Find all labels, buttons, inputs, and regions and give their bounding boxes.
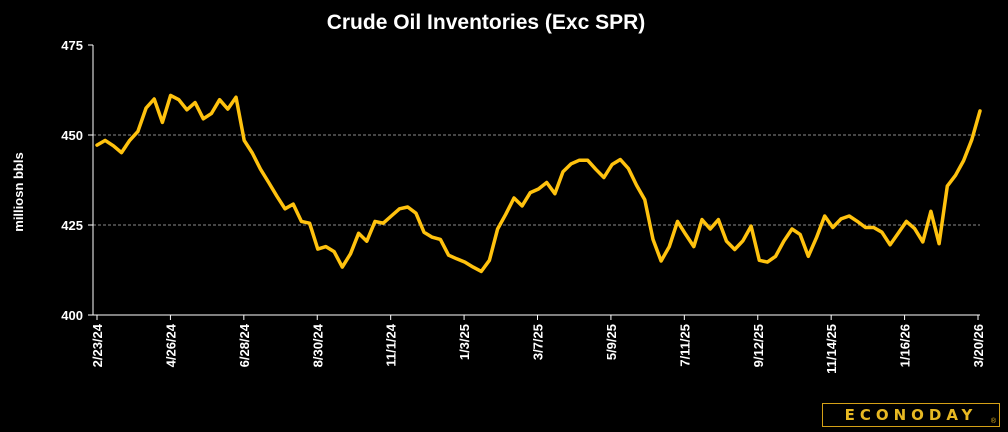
x-tick-label: 1/16/26	[898, 324, 913, 367]
x-tick-label: 9/12/25	[751, 324, 766, 367]
x-tick-label: 3/7/25	[531, 324, 546, 360]
econoday-logo: ECONODAY ®	[822, 403, 1000, 427]
chart-title: Crude Oil Inventories (Exc SPR)	[327, 11, 646, 34]
x-tick-label: 11/14/25	[824, 324, 839, 374]
registered-mark: ®	[990, 418, 996, 425]
x-tick-label: 3/20/26	[971, 324, 986, 367]
y-tick-label-400: 400	[61, 308, 83, 323]
y-tick-label-450: 450	[61, 128, 83, 143]
x-tick-label: 6/28/24	[237, 323, 252, 367]
x-tick-label: 7/11/25	[677, 324, 692, 367]
x-tick-label: 4/26/24	[163, 323, 178, 367]
logo-text: ECONODAY	[844, 406, 978, 424]
y-axis-label: milliosn bbls	[11, 152, 26, 231]
x-tick-label: 11/1/24	[384, 323, 399, 366]
x-tick-label: 2/23/24	[90, 323, 105, 367]
series-line	[95, 93, 982, 274]
x-tick-label: 5/9/25	[604, 324, 619, 360]
x-tick-label: 1/3/25	[457, 324, 472, 360]
x-tick-label: 8/30/24	[310, 323, 325, 367]
y-tick-label-425: 425	[61, 218, 83, 233]
y-tick-label-475: 475	[61, 38, 83, 53]
